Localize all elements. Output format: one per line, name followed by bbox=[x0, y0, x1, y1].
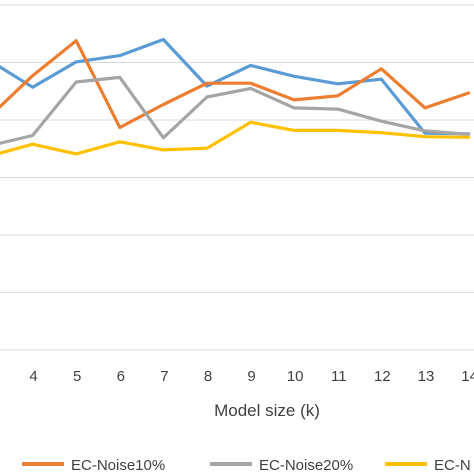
x-tick-labels: 4 5 6 7 8 9 10 11 12 13 14 bbox=[29, 368, 474, 385]
x-tick-label: 8 bbox=[204, 368, 212, 385]
x-tick-label: 9 bbox=[247, 368, 255, 385]
series-line-3 bbox=[0, 75, 471, 145]
x-axis-title: Model size (k) bbox=[214, 401, 320, 420]
x-tick-label: 11 bbox=[331, 368, 347, 385]
legend-label: EC-N bbox=[434, 457, 471, 474]
series-lines bbox=[0, 37, 471, 156]
series-line-1 bbox=[0, 37, 471, 136]
series-line-4 bbox=[0, 120, 471, 156]
legend-label: EC-Noise20% bbox=[259, 457, 353, 474]
x-tick-label: 4 bbox=[29, 368, 37, 385]
gridlines bbox=[0, 4, 474, 351]
legend: EC-Noise10% EC-Noise20% EC-N bbox=[22, 457, 471, 474]
series-line-2 bbox=[0, 39, 471, 130]
x-tick-label: 5 bbox=[73, 368, 81, 385]
x-tick-label: 14 bbox=[461, 368, 474, 385]
x-tick-label: 7 bbox=[160, 368, 168, 385]
x-tick-label: 13 bbox=[418, 368, 435, 385]
legend-label: EC-Noise10% bbox=[71, 457, 165, 474]
x-tick-label: 10 bbox=[287, 368, 304, 385]
x-tick-label: 12 bbox=[374, 368, 391, 385]
x-tick-label: 6 bbox=[117, 368, 125, 385]
